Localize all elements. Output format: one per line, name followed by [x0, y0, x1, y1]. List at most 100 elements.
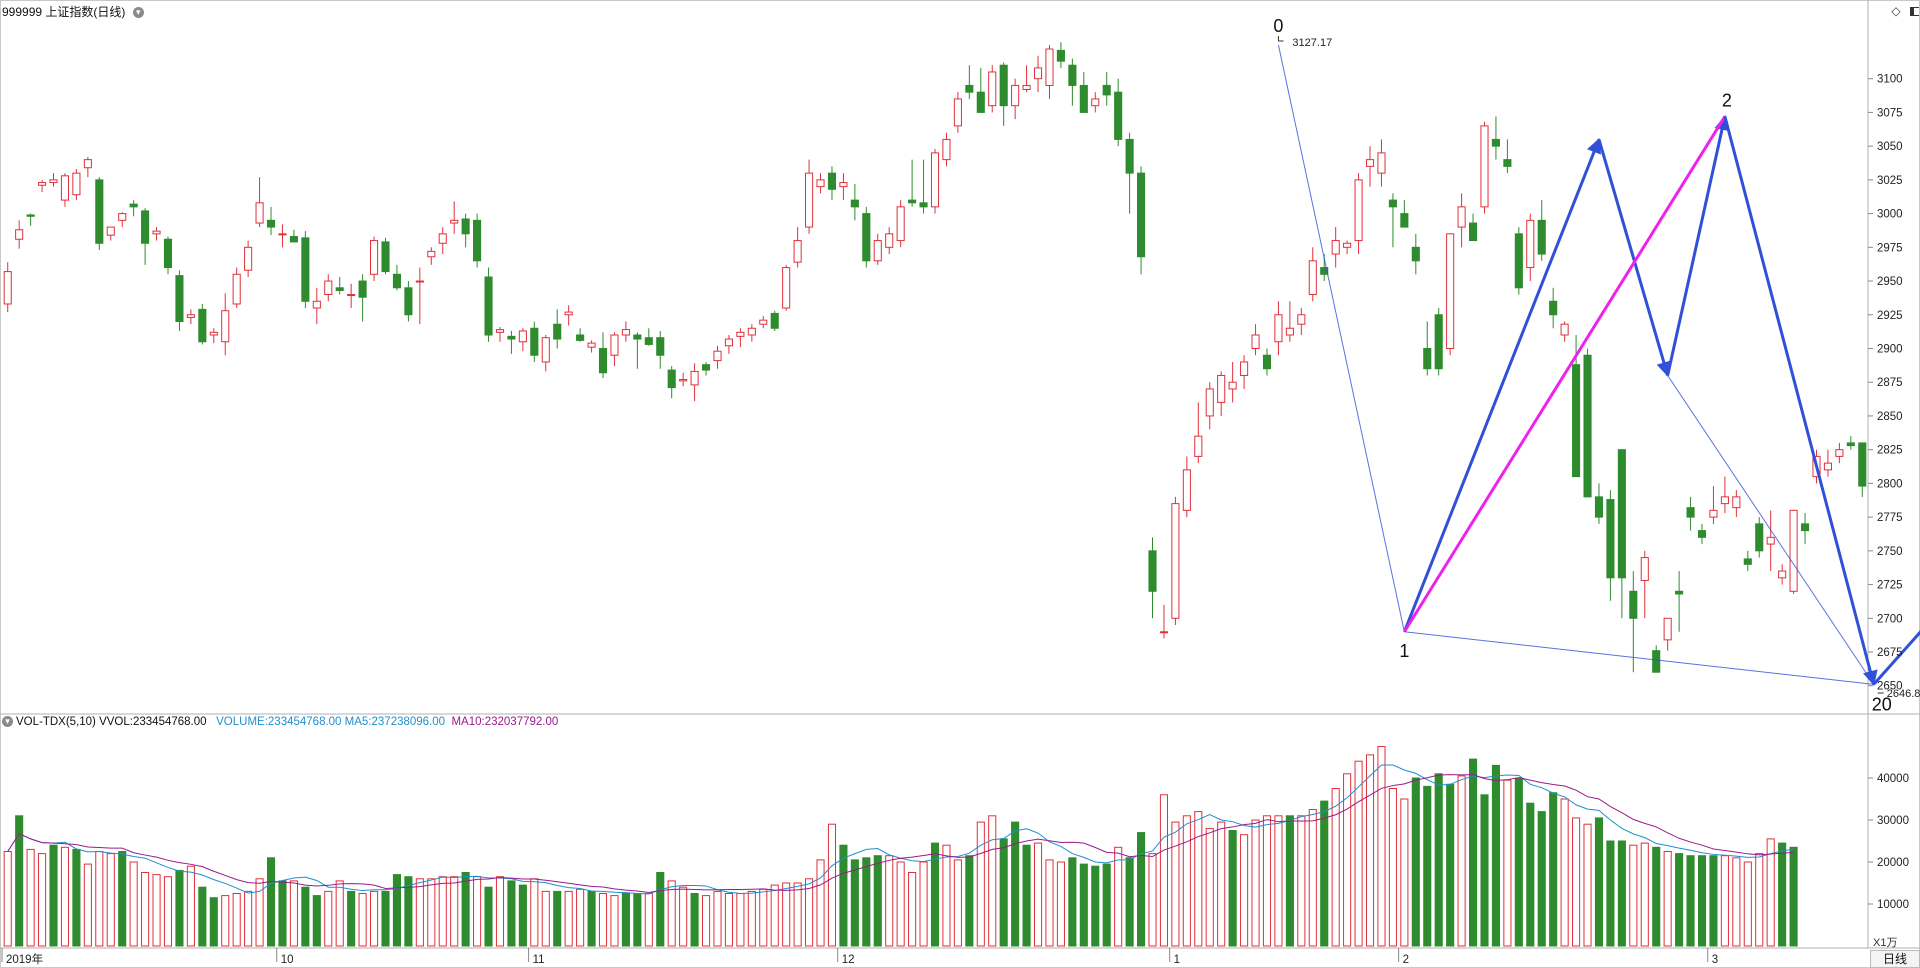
candle — [278, 224, 287, 248]
candle — [1823, 449, 1832, 477]
candle — [1743, 550, 1752, 572]
candle-body — [186, 314, 195, 318]
candle — [347, 283, 356, 309]
candle — [908, 159, 917, 207]
candle-body — [26, 214, 35, 217]
wave-line — [1403, 115, 1727, 633]
candle-body — [1320, 267, 1329, 275]
wave-label: 20 — [1872, 694, 1892, 714]
candle — [1629, 571, 1638, 673]
volume-bar — [621, 893, 630, 947]
candle — [1537, 200, 1546, 261]
candle-body — [587, 342, 596, 348]
volume-bar — [965, 855, 974, 947]
candle-body — [461, 218, 470, 235]
candle — [1045, 44, 1054, 99]
volume-bar — [1480, 794, 1489, 947]
candle-body — [209, 331, 218, 336]
volume-bar — [1446, 783, 1455, 947]
candle-body — [221, 310, 230, 343]
candle — [209, 328, 218, 344]
candle — [1778, 564, 1787, 585]
candle — [1400, 200, 1409, 228]
candle-body — [278, 233, 287, 236]
candle-body — [1652, 650, 1661, 673]
candle-body — [1297, 314, 1306, 325]
diamond-icon[interactable]: ◇ — [1891, 4, 1901, 18]
volume-bar — [83, 863, 92, 947]
volume-bar — [1343, 773, 1352, 947]
volume-bar — [186, 865, 195, 947]
volume-bar — [129, 861, 138, 947]
candle-body — [1709, 509, 1718, 518]
candle — [1480, 121, 1489, 214]
candle-body — [1446, 233, 1455, 349]
candle — [805, 159, 814, 234]
candle — [724, 334, 733, 354]
candle — [1755, 517, 1764, 558]
candle — [381, 237, 390, 275]
volume-bar — [1732, 857, 1741, 947]
candle-body — [908, 199, 917, 204]
volume-bar — [644, 893, 653, 947]
volume-bar — [1228, 830, 1237, 947]
candle — [266, 206, 276, 236]
candle — [1526, 213, 1535, 282]
candle-body — [850, 199, 859, 208]
price-tick-label: 2650 — [1877, 681, 1903, 693]
volume-bar — [736, 893, 745, 947]
candle-body — [484, 276, 493, 336]
price-tick-label: 2950 — [1877, 276, 1903, 288]
price-tick-label: 2725 — [1877, 580, 1903, 592]
candle — [885, 227, 894, 255]
wave-label: 2 — [1722, 90, 1732, 110]
volume-bar — [1022, 844, 1031, 947]
candle — [1434, 308, 1443, 376]
volume-bar — [404, 876, 413, 947]
candle-body — [1377, 152, 1386, 174]
candle — [175, 270, 184, 331]
candle-body — [1858, 442, 1867, 487]
volume-bar — [1194, 811, 1203, 947]
candle — [1800, 513, 1810, 545]
candle — [1022, 65, 1031, 93]
candle — [1652, 645, 1661, 673]
volume-bar — [392, 874, 401, 947]
volume-bar — [1537, 811, 1546, 947]
candle-body — [289, 236, 298, 243]
volume-tick-label: 10000 — [1877, 899, 1909, 911]
candle — [232, 267, 241, 309]
candle-body — [312, 300, 321, 309]
volume-bar — [163, 876, 173, 947]
candle — [106, 226, 115, 241]
candle-body — [438, 233, 447, 244]
candle-body — [873, 240, 882, 262]
candle-body — [930, 152, 940, 208]
period-button[interactable]: 日线 — [1870, 950, 1920, 968]
candle — [244, 240, 253, 277]
candle-body — [1228, 381, 1237, 390]
volume-bar — [1549, 792, 1558, 947]
candle — [289, 229, 298, 243]
candle-body — [1205, 388, 1214, 417]
candle-body — [83, 159, 92, 169]
volume-bar — [1365, 754, 1375, 947]
volume-value: 233454768.00 — [267, 716, 342, 728]
price-tick-label: 2975 — [1877, 242, 1903, 254]
volume-tick-label: 40000 — [1877, 773, 1909, 785]
candle — [1388, 193, 1397, 248]
volume-bar — [759, 888, 768, 947]
candle-body — [541, 337, 550, 363]
candle — [507, 330, 516, 354]
price-marker — [1277, 36, 1284, 42]
candle-body — [324, 280, 333, 296]
candle-body — [175, 275, 184, 323]
candle-body — [1560, 323, 1569, 336]
chevron-down-icon[interactable]: ▾ — [132, 7, 144, 19]
volume-bar — [873, 855, 882, 947]
volume-bar — [495, 876, 505, 947]
candle-body — [1732, 496, 1741, 509]
volume-header: ▾ VOL-TDX(5,10) VVOL:233454768.00 VOLUME:… — [2, 716, 558, 728]
chevron-down-icon[interactable]: ▾ — [2, 716, 13, 728]
